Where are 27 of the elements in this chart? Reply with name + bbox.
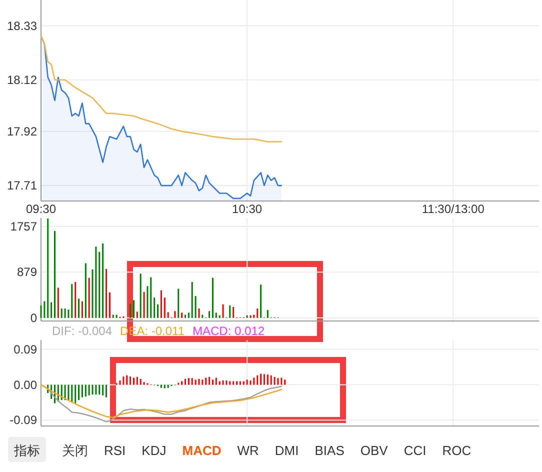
text: DIF: -0.004 [52, 324, 112, 338]
text: MACD: 0.012 [192, 324, 265, 338]
text: MACD [182, 443, 222, 458]
x-tick-label: 11:30/13:00 [422, 202, 485, 216]
y-tick-label: 0 [30, 310, 38, 325]
y-tick-label: 17.71 [6, 178, 38, 193]
y-tick-label: -0.09 [10, 413, 38, 428]
text: RSI [104, 443, 126, 458]
text: CCI [404, 443, 426, 458]
text: DMI [274, 443, 299, 458]
y-tick-label: 1757 [10, 219, 38, 234]
y-tick-label: 0.09 [14, 342, 38, 356]
y-tick-label: 879 [16, 265, 38, 280]
y-tick-label: 0.00 [14, 378, 38, 392]
text: 关闭 [62, 443, 88, 458]
text: KDJ [142, 443, 166, 458]
x-tick-label: 09:30 [26, 202, 56, 216]
text: WR [237, 443, 259, 458]
y-tick-label: 18.33 [6, 18, 38, 33]
y-tick-label: 17.92 [6, 124, 38, 138]
y-tick-label: 18.12 [6, 72, 38, 87]
text: BIAS [314, 443, 345, 458]
text: 指标 [13, 443, 40, 458]
line-series [40, 35, 282, 142]
text: OBV [360, 443, 388, 458]
x-tick-label: 10:30 [232, 202, 262, 216]
text: ROC [442, 443, 472, 458]
